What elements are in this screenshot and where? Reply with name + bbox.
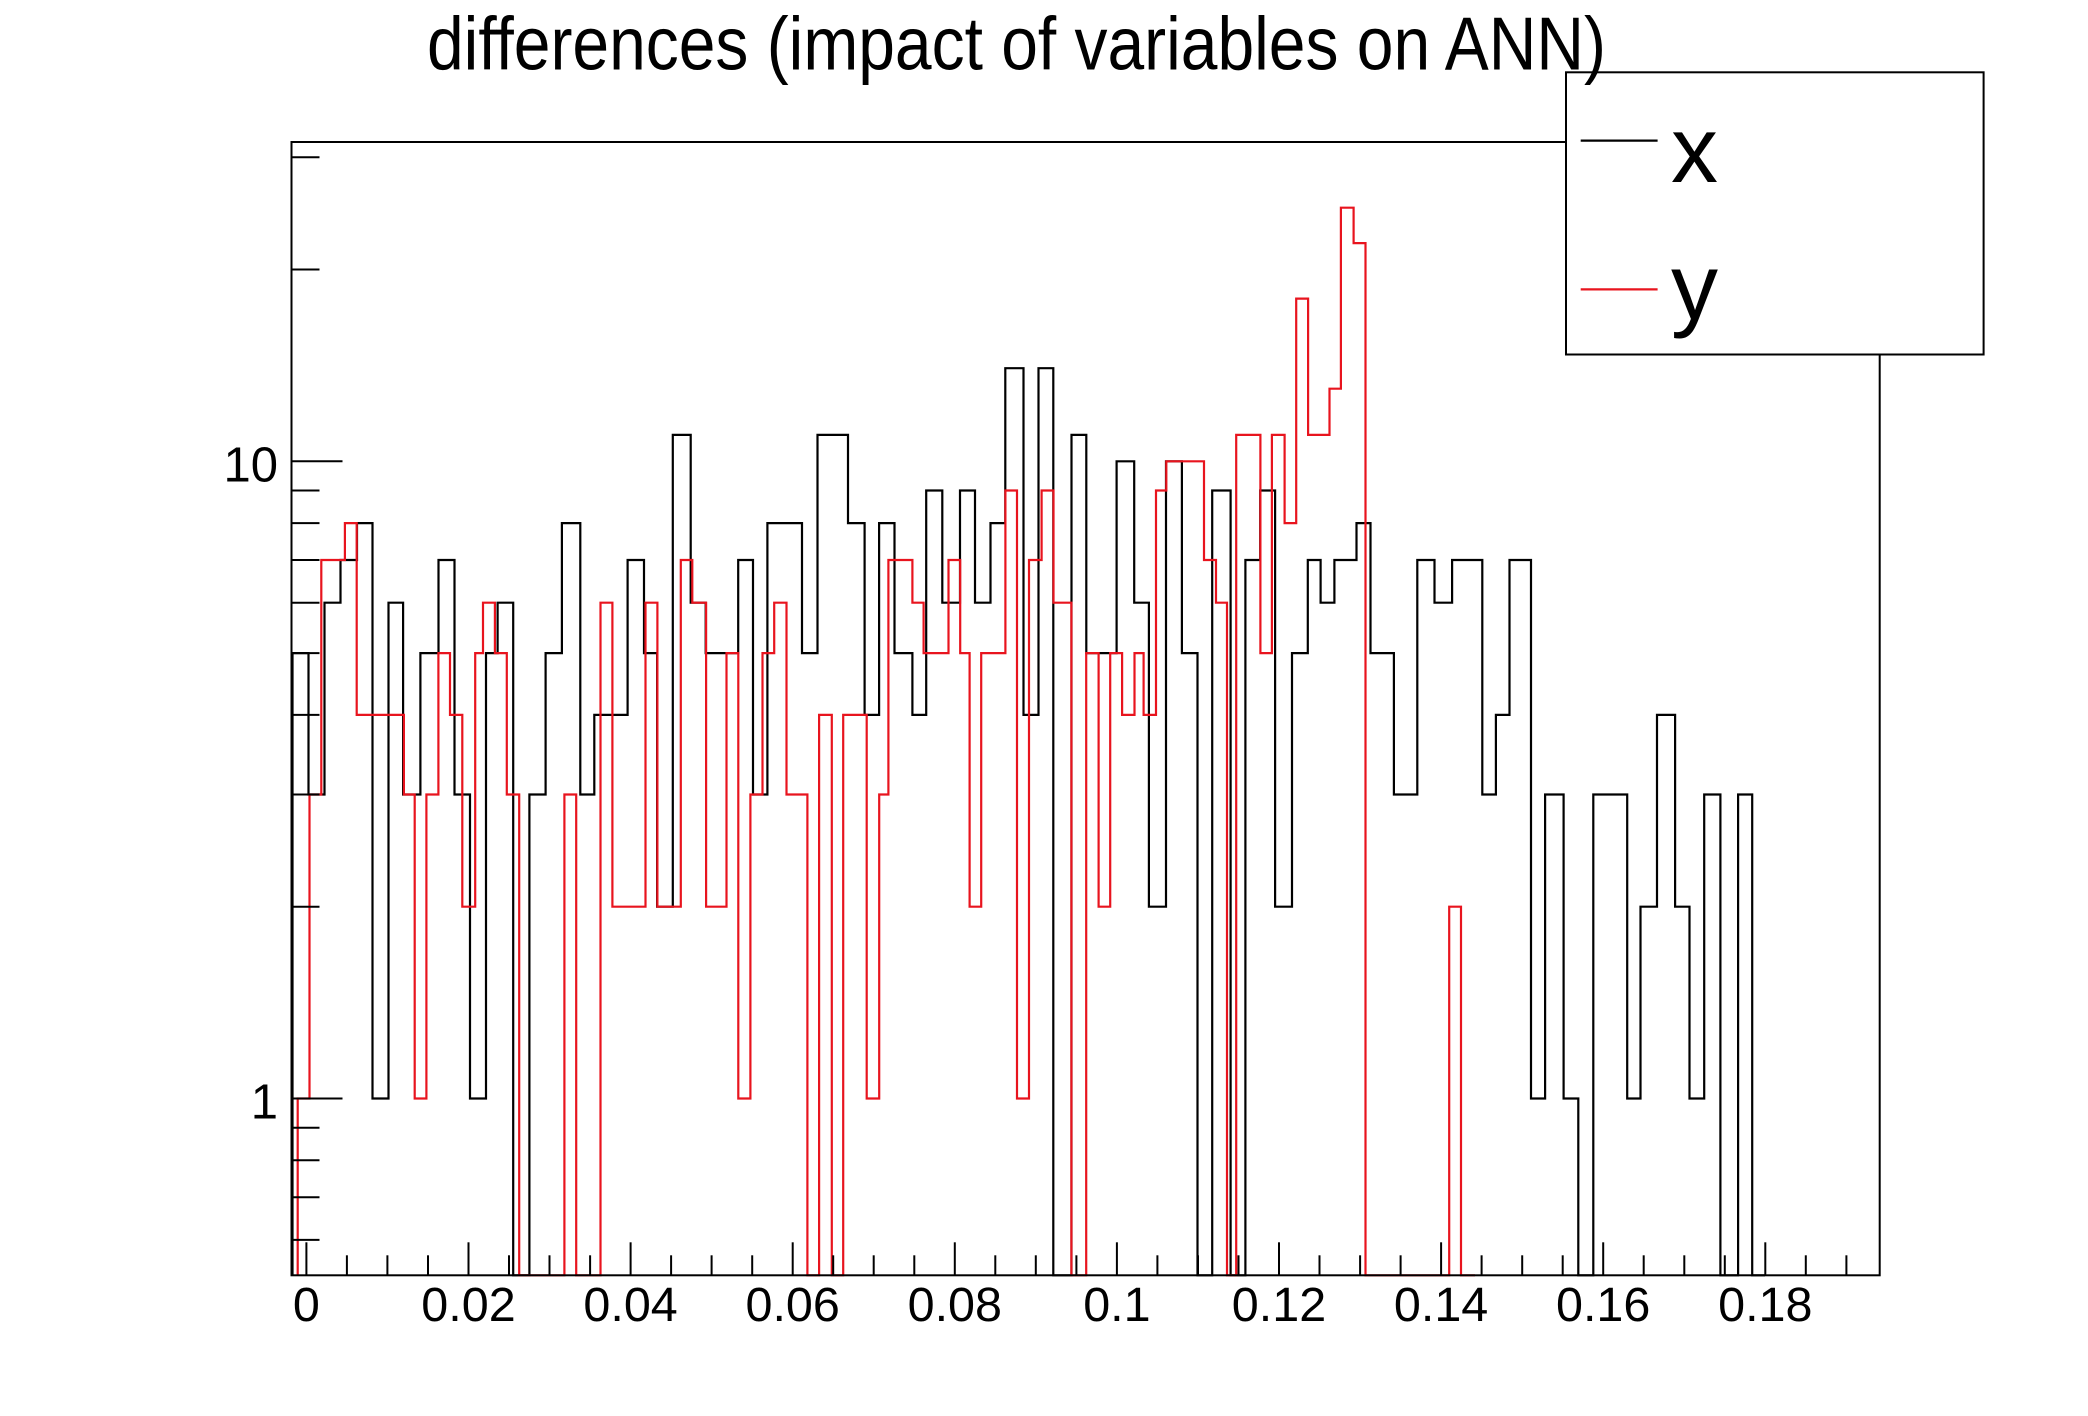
- svg-text:1: 1: [251, 1076, 278, 1130]
- svg-text:0.08: 0.08: [908, 1278, 1002, 1332]
- svg-text:0.06: 0.06: [745, 1278, 839, 1332]
- svg-text:0.1: 0.1: [1083, 1278, 1150, 1332]
- svg-text:0.04: 0.04: [583, 1278, 677, 1332]
- svg-text:0.18: 0.18: [1718, 1278, 1812, 1332]
- svg-text:y: y: [1671, 234, 1718, 339]
- svg-text:0.14: 0.14: [1394, 1278, 1488, 1332]
- svg-text:differences (impact of variabl: differences (impact of variables on ANN): [427, 2, 1606, 86]
- svg-text:0: 0: [293, 1278, 320, 1332]
- svg-text:x: x: [1671, 97, 1718, 202]
- svg-text:0.02: 0.02: [421, 1278, 515, 1332]
- svg-text:0.16: 0.16: [1556, 1278, 1650, 1332]
- svg-text:10: 10: [223, 438, 278, 492]
- svg-text:0.12: 0.12: [1232, 1278, 1326, 1332]
